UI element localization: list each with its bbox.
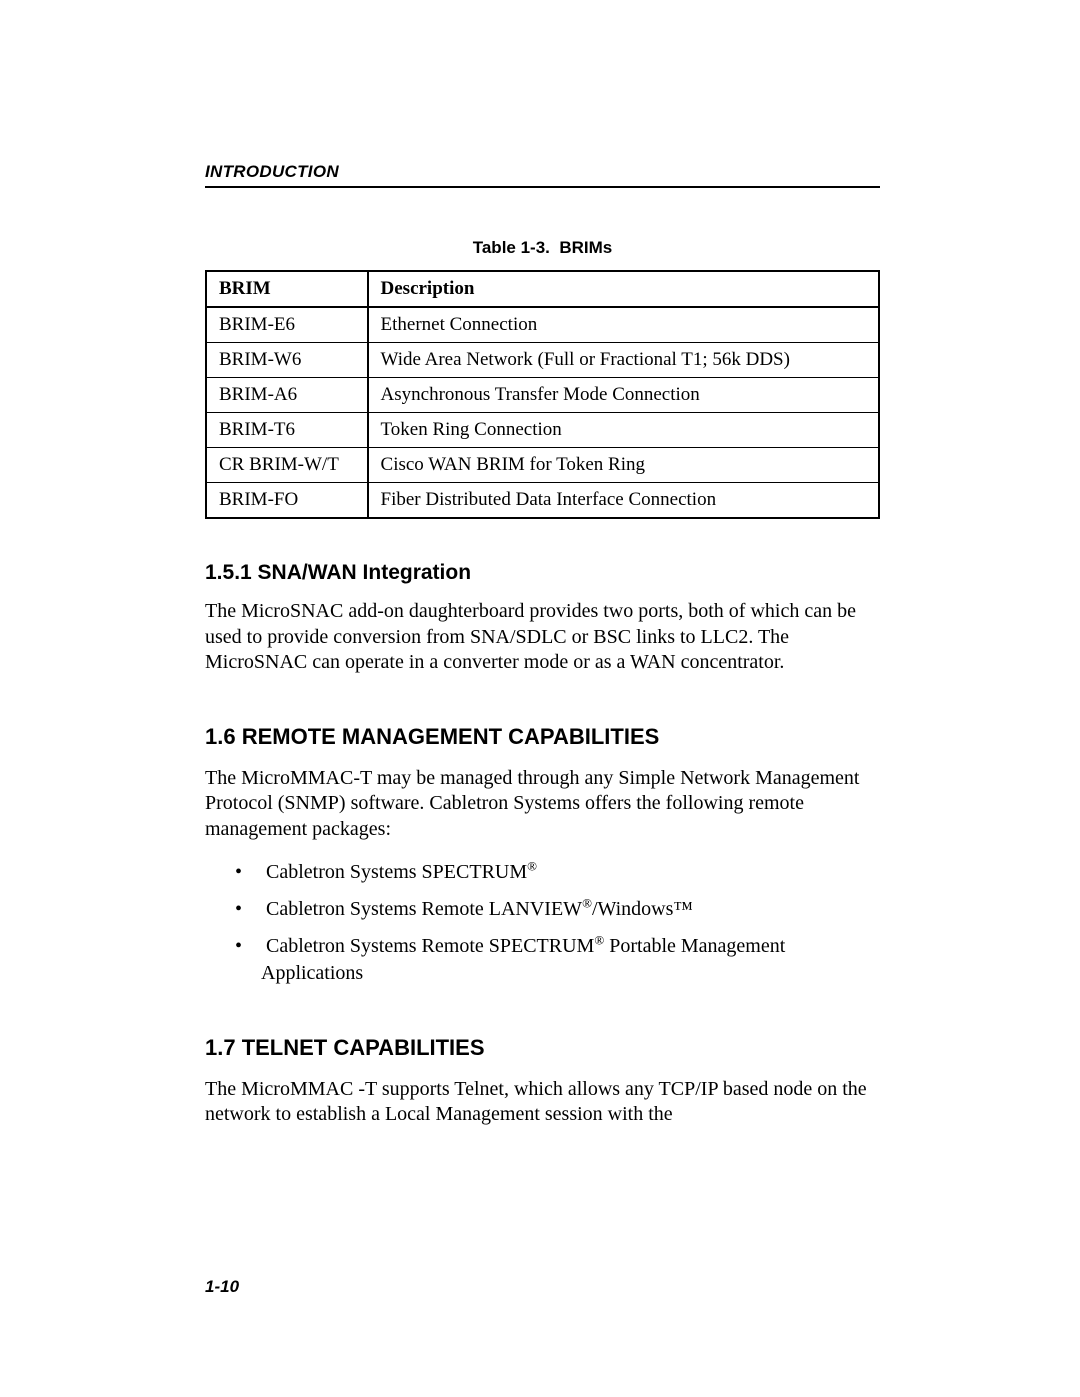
heading-1-6: 1.6 REMOTE MANAGEMENT CAPABILITIES <box>205 724 880 750</box>
page: INTRODUCTION Table 1-3. BRIMs BRIM Descr… <box>0 0 1080 1397</box>
heading-1-5-1: 1.5.1 SNA/WAN Integration <box>205 561 880 585</box>
registered-mark-icon: ® <box>594 932 604 947</box>
running-head: INTRODUCTION <box>205 162 880 182</box>
table-cell-desc: Ethernet Connection <box>368 307 879 343</box>
brims-table: BRIM Description BRIM-E6 Ethernet Connec… <box>205 270 880 519</box>
table-row: BRIM-T6 Token Ring Connection <box>206 413 879 448</box>
body-1-7: The MicroMMAC -T supports Telnet, which … <box>205 1077 880 1128</box>
table-cell-brim: BRIM-A6 <box>206 378 368 413</box>
table-cell-desc: Wide Area Network (Full or Fractional T1… <box>368 343 879 378</box>
table-cell-brim: BRIM-E6 <box>206 307 368 343</box>
table-row: BRIM-A6 Asynchronous Transfer Mode Conne… <box>206 378 879 413</box>
table-header-row: BRIM Description <box>206 271 879 307</box>
table-cell-brim: CR BRIM-W/T <box>206 448 368 483</box>
table-header-description: Description <box>368 271 879 307</box>
list-item: Cabletron Systems Remote LANVIEW®/Window… <box>205 896 880 923</box>
list-item-text: Cabletron Systems Remote LANVIEW <box>266 898 582 920</box>
registered-mark-icon: ® <box>527 858 537 873</box>
table-row: BRIM-E6 Ethernet Connection <box>206 307 879 343</box>
table-caption-prefix: Table 1-3. <box>473 238 550 257</box>
table-row: CR BRIM-W/T Cisco WAN BRIM for Token Rin… <box>206 448 879 483</box>
list-item: Cabletron Systems SPECTRUM® <box>205 859 880 886</box>
list-item: Cabletron Systems Remote SPECTRUM® Porta… <box>205 933 880 987</box>
list-item-text: /Windows™ <box>592 898 693 920</box>
registered-mark-icon: ® <box>582 895 592 910</box>
table-cell-desc: Token Ring Connection <box>368 413 879 448</box>
body-1-5-1: The MicroSNAC add-on daughterboard provi… <box>205 599 880 676</box>
table-row: BRIM-FO Fiber Distributed Data Interface… <box>206 483 879 519</box>
bullet-list-1-6: Cabletron Systems SPECTRUM® Cabletron Sy… <box>205 859 880 987</box>
page-number: 1-10 <box>205 1277 239 1297</box>
body-1-6: The MicroMMAC-T may be managed through a… <box>205 766 880 843</box>
content-area: INTRODUCTION Table 1-3. BRIMs BRIM Descr… <box>205 162 880 1128</box>
list-item-text: Cabletron Systems Remote SPECTRUM <box>266 935 594 957</box>
table-cell-desc: Cisco WAN BRIM for Token Ring <box>368 448 879 483</box>
table-caption: Table 1-3. BRIMs <box>205 238 880 258</box>
header-rule <box>205 186 880 188</box>
table-caption-title: BRIMs <box>559 238 612 257</box>
table-cell-desc: Fiber Distributed Data Interface Connect… <box>368 483 879 519</box>
table-cell-brim: BRIM-T6 <box>206 413 368 448</box>
table-header-brim: BRIM <box>206 271 368 307</box>
table-cell-desc: Asynchronous Transfer Mode Connection <box>368 378 879 413</box>
table-row: BRIM-W6 Wide Area Network (Full or Fract… <box>206 343 879 378</box>
list-item-text: Cabletron Systems SPECTRUM <box>266 861 527 883</box>
table-cell-brim: BRIM-FO <box>206 483 368 519</box>
heading-1-7: 1.7 TELNET CAPABILITIES <box>205 1035 880 1061</box>
table-cell-brim: BRIM-W6 <box>206 343 368 378</box>
